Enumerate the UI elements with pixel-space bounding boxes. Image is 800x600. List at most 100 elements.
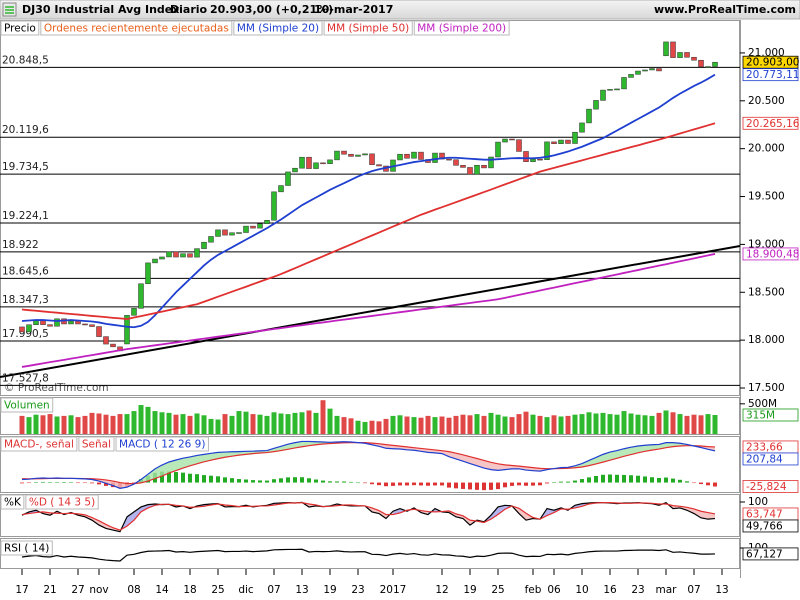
histogram-bar — [419, 482, 423, 486]
histogram-bar — [342, 481, 346, 483]
x-tick-label: 16 — [603, 584, 617, 596]
candle — [460, 165, 466, 168]
volume-bar — [635, 414, 641, 434]
histogram-bar — [314, 479, 318, 483]
series-fill — [176, 458, 183, 471]
candle — [376, 164, 382, 167]
x-tick-label: 10 — [575, 584, 588, 596]
histogram-bar — [615, 474, 619, 483]
volume-bar — [411, 417, 417, 434]
candle — [348, 153, 354, 157]
series-fill — [211, 452, 218, 461]
volume-bar — [691, 414, 697, 434]
value-tag-label: 18.900,48 — [746, 248, 799, 260]
volume-bar — [229, 415, 235, 434]
series-fill — [106, 479, 113, 486]
volume-bar — [383, 418, 389, 434]
histogram-bar — [426, 482, 430, 486]
histogram-bar — [692, 482, 696, 484]
series-fill — [708, 446, 715, 451]
candle — [635, 70, 641, 75]
histogram-bar — [27, 482, 31, 484]
volume-bar — [530, 414, 536, 434]
volume-bar — [61, 415, 67, 434]
volume-bar — [488, 412, 494, 434]
header-bar — [0, 0, 800, 20]
candle — [173, 251, 179, 258]
candle — [264, 220, 270, 224]
histogram-bar — [447, 482, 451, 488]
candle — [159, 256, 165, 260]
histogram-bar — [209, 475, 213, 483]
legend-label: MM (Simple 50) — [327, 23, 409, 35]
candle — [152, 258, 158, 264]
histogram-bar — [377, 482, 381, 486]
candle — [341, 150, 347, 155]
series-fill — [162, 461, 169, 477]
value-tag — [742, 547, 799, 561]
support-level-label: 20.119,6 — [2, 124, 49, 136]
histogram-bar — [293, 477, 297, 483]
value-tag-label: 233,66 — [746, 441, 783, 453]
series-fill — [498, 505, 505, 515]
histogram-bar — [335, 481, 339, 483]
series-fill — [204, 453, 211, 462]
support-level-label: 18.347,3 — [2, 294, 49, 306]
volume-bar — [698, 415, 704, 434]
volume-bar — [159, 412, 165, 434]
series-fill — [169, 460, 176, 474]
series-fill — [631, 445, 638, 455]
legend-box — [0, 436, 78, 452]
x-tick-label: 07 — [687, 584, 700, 596]
volume-bar — [649, 415, 655, 434]
series-fill — [113, 481, 120, 489]
histogram-bar — [20, 482, 24, 484]
volume-bar — [208, 418, 214, 434]
candle — [523, 151, 529, 162]
candle — [257, 223, 263, 229]
volume-bar — [173, 414, 179, 434]
volume-bar — [516, 414, 522, 434]
x-tick-label: 2017 — [380, 584, 407, 596]
candle — [222, 229, 228, 236]
histogram-bar — [629, 475, 633, 483]
series-fill — [442, 450, 449, 457]
histogram-bar — [580, 479, 584, 483]
histogram-bar — [440, 482, 444, 486]
volume-bar — [355, 420, 361, 434]
histogram-bar — [671, 478, 675, 483]
legend-box — [115, 436, 209, 452]
support-level-label: 17.990,5 — [2, 328, 49, 340]
candle — [278, 185, 284, 193]
value-tag-label: 20.903,00 — [746, 57, 799, 69]
period: Diario — [170, 3, 208, 16]
histogram-bar — [272, 479, 276, 483]
histogram-bar — [454, 482, 458, 489]
histogram-bar — [300, 477, 304, 483]
value-tag-label: 67,127 — [746, 548, 783, 560]
histogram-bar — [503, 482, 507, 488]
y-tick-label: 20.000 — [748, 143, 785, 155]
support-level-label: 18.645,6 — [2, 265, 49, 277]
histogram-bar — [188, 473, 192, 483]
volume-bar — [572, 414, 578, 434]
legend-box — [0, 494, 25, 510]
legend-box — [323, 20, 413, 36]
histogram-bar — [55, 482, 59, 483]
candle — [558, 139, 564, 144]
legend-label: MM (Simple 20) — [237, 23, 319, 35]
candle — [607, 89, 613, 91]
volume-bar — [439, 416, 445, 434]
legend-box — [233, 20, 323, 36]
x-tick-label: 19 — [323, 584, 336, 596]
histogram-bar — [468, 482, 472, 490]
value-tag-label: 207,84 — [746, 453, 783, 465]
candle — [551, 141, 557, 144]
volume-bar — [313, 412, 319, 434]
volume-bar — [68, 415, 74, 434]
series-fill — [295, 441, 302, 448]
volume-bar — [124, 414, 130, 434]
candle — [544, 141, 550, 160]
histogram-bar — [41, 481, 45, 483]
volume-bar — [257, 414, 263, 434]
